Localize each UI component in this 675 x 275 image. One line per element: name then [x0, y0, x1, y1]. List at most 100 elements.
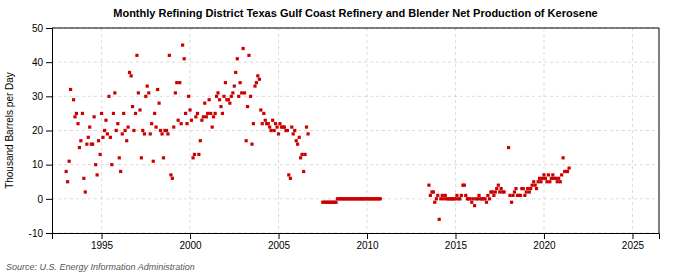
- y-axis-tick: 30: [32, 91, 52, 102]
- point: [162, 156, 165, 159]
- x-axis-tick-mark: [102, 233, 103, 239]
- x-axis: 1995200020052010201520202025: [53, 233, 660, 251]
- point: [208, 98, 211, 101]
- point: [296, 143, 299, 146]
- point: [206, 112, 209, 115]
- point: [295, 139, 298, 142]
- x-axis-tick: 1995: [91, 233, 114, 251]
- point: [544, 177, 547, 180]
- point: [236, 57, 239, 60]
- point: [463, 184, 466, 187]
- point: [278, 122, 281, 125]
- grid-line-x: [632, 28, 633, 233]
- point: [138, 108, 141, 111]
- point: [66, 180, 69, 183]
- point: [483, 197, 486, 200]
- x-axis-tick-mark: [544, 233, 545, 239]
- point: [548, 180, 551, 183]
- point: [168, 54, 171, 57]
- point: [264, 119, 267, 122]
- point: [79, 139, 82, 142]
- point: [101, 136, 104, 139]
- annotation: Source: U.S. Energy Information Administ…: [6, 262, 195, 272]
- point: [529, 187, 532, 190]
- y-axis-tick-label: 20: [32, 125, 44, 136]
- point: [130, 74, 133, 77]
- point: [242, 47, 245, 50]
- x-axis-tick: 2005: [268, 233, 291, 251]
- point: [185, 122, 188, 125]
- y-axis-tick-mark: [46, 233, 52, 234]
- frame-top: [52, 28, 659, 29]
- point: [494, 190, 497, 193]
- y-axis-tick: 0: [37, 194, 52, 205]
- x-axis-tick-label: 1995: [91, 240, 114, 251]
- point: [289, 177, 292, 180]
- point: [476, 197, 479, 200]
- x-axis-tick-mark: [367, 233, 368, 239]
- point: [488, 197, 491, 200]
- point: [439, 197, 442, 200]
- x-axis-tick-mark: [455, 233, 456, 239]
- point: [427, 184, 430, 187]
- y-axis-title: Thousand Barrels per Day: [4, 72, 15, 189]
- point: [233, 84, 236, 87]
- point: [531, 184, 534, 187]
- point: [542, 173, 545, 176]
- point: [113, 91, 116, 94]
- point: [269, 129, 272, 132]
- point: [256, 74, 259, 77]
- point: [135, 54, 138, 57]
- point: [153, 112, 156, 115]
- point: [174, 91, 177, 94]
- point: [237, 95, 240, 98]
- point: [247, 54, 250, 57]
- y-axis-tick: 20: [32, 125, 52, 136]
- point: [180, 122, 183, 125]
- x-axis-tick-label: 2010: [356, 240, 379, 251]
- point: [454, 197, 457, 200]
- point: [436, 194, 439, 197]
- y-axis-tick: 40: [32, 57, 52, 68]
- point: [191, 156, 194, 159]
- point: [165, 129, 168, 132]
- point: [272, 129, 275, 132]
- point: [458, 197, 461, 200]
- point: [172, 125, 175, 128]
- x-axis-tick-label: 2020: [533, 240, 556, 251]
- point: [178, 81, 181, 84]
- point: [203, 102, 206, 105]
- point: [190, 119, 193, 122]
- point: [464, 194, 467, 197]
- point: [438, 218, 441, 221]
- point: [267, 122, 270, 125]
- point: [534, 184, 537, 187]
- point: [152, 160, 155, 163]
- chart: 1995200020052010201520202025-10010203040…: [0, 0, 675, 275]
- point: [246, 105, 249, 108]
- point: [293, 129, 296, 132]
- point: [215, 95, 218, 98]
- y-axis-tick: 50: [32, 23, 52, 34]
- x-axis-tick-label: 2000: [179, 240, 202, 251]
- point: [556, 180, 559, 183]
- point: [106, 132, 109, 135]
- point: [200, 119, 203, 122]
- point: [262, 112, 265, 115]
- title: Monthly Refining District Texas Gulf Coa…: [113, 7, 597, 19]
- y-axis-tick-label: 50: [32, 23, 44, 34]
- point: [188, 108, 191, 111]
- point: [147, 91, 150, 94]
- point: [65, 170, 68, 173]
- point: [537, 180, 540, 183]
- point: [532, 180, 535, 183]
- point: [69, 88, 72, 91]
- point: [290, 125, 293, 128]
- point: [473, 204, 476, 207]
- y-axis-tick-mark: [46, 28, 52, 29]
- point: [283, 125, 286, 128]
- point: [547, 173, 550, 176]
- point: [218, 98, 221, 101]
- point: [150, 122, 153, 125]
- point: [441, 194, 444, 197]
